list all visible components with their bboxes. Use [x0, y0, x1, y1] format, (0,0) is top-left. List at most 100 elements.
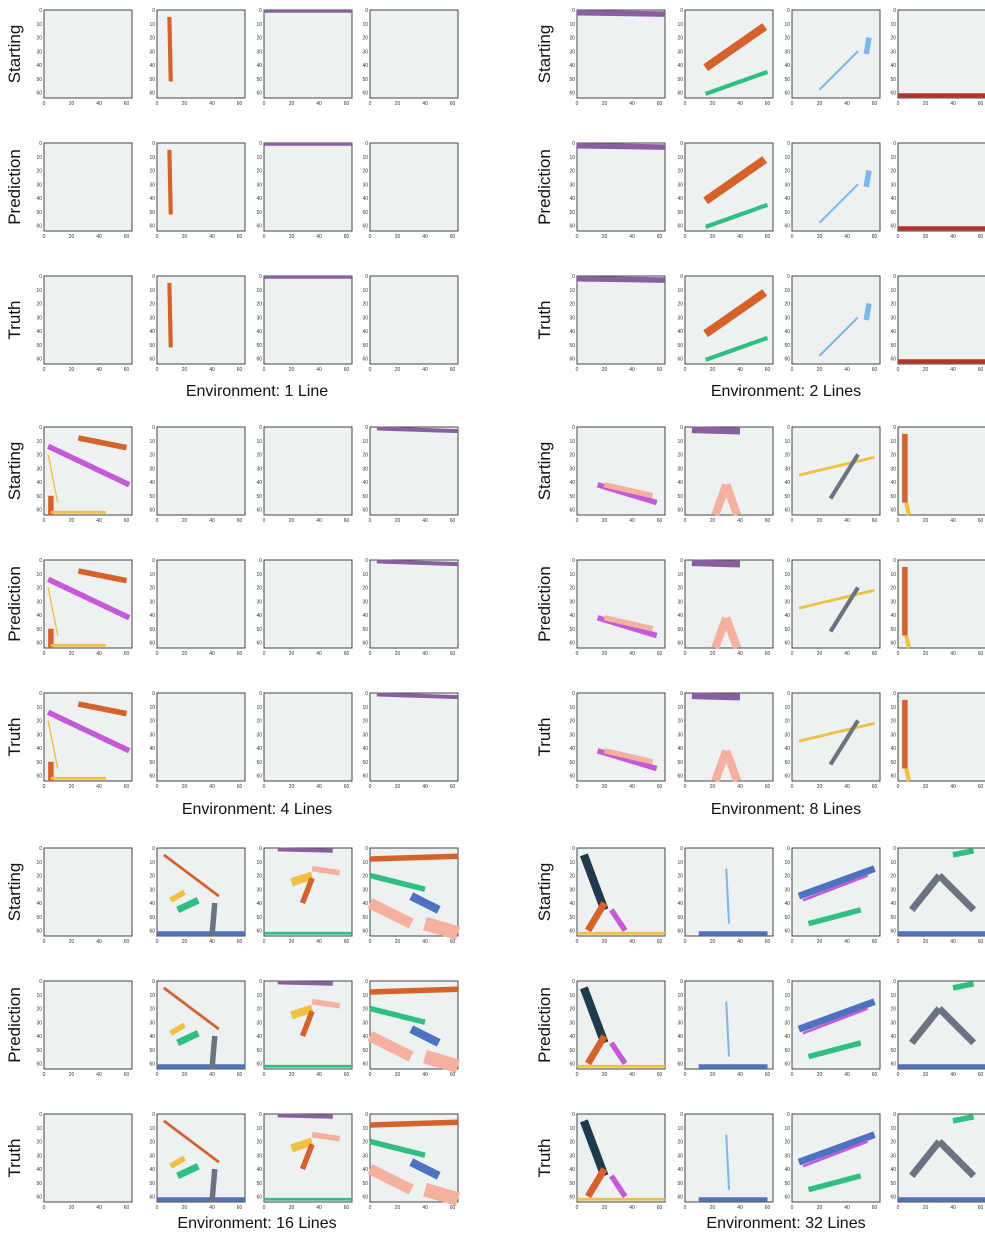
panel-bg	[369, 142, 459, 232]
shape	[603, 482, 654, 499]
panel-content	[898, 848, 985, 936]
y-tick-label: 50	[256, 210, 262, 216]
y-tick-label: 60	[890, 508, 896, 514]
y-tick-label: 40	[677, 480, 683, 486]
panel-bg	[263, 426, 353, 516]
x-tick-label: 0	[156, 1072, 159, 1078]
panel-bg	[369, 426, 459, 516]
x-tick-label: 40	[629, 367, 635, 373]
y-tick-label: 20	[890, 586, 896, 592]
x-tick-label: 60	[978, 784, 984, 790]
y-tick-label: 0	[39, 8, 42, 14]
y-tick-label: 10	[569, 572, 575, 578]
panel-content	[264, 1113, 352, 1201]
x-tick-label: 40	[737, 784, 743, 790]
y-tick-label: 30	[256, 599, 262, 605]
y-tick-label: 30	[36, 1153, 42, 1159]
y-tick-label: 50	[256, 494, 262, 500]
y-tick-label: 0	[365, 846, 368, 852]
y-tick-label: 30	[362, 599, 368, 605]
panel-content	[367, 1119, 460, 1206]
panel-bg	[156, 559, 246, 649]
panel-bg	[156, 692, 246, 782]
x-tick-label: 60	[978, 101, 984, 107]
x-tick-label: 40	[422, 101, 428, 107]
x-tick-label: 60	[237, 1205, 243, 1211]
y-tick-label: 0	[152, 274, 155, 280]
x-tick-label: 20	[395, 1072, 401, 1078]
y-tick-label: 60	[890, 1195, 896, 1201]
shape	[691, 559, 741, 568]
row-label: Prediction	[5, 149, 24, 225]
y-tick-label: 30	[362, 1153, 368, 1159]
y-tick-label: 60	[256, 641, 262, 647]
y-tick-label: 50	[149, 77, 155, 83]
y-tick-label: 40	[256, 196, 262, 202]
y-tick-label: 30	[36, 732, 42, 738]
panel-bg	[43, 9, 133, 99]
x-tick-label: 20	[602, 651, 608, 657]
y-tick-label: 30	[36, 182, 42, 188]
y-tick-label: 10	[256, 860, 262, 866]
y-tick-label: 60	[677, 91, 683, 97]
x-tick-label: 20	[602, 234, 608, 240]
y-tick-label: 0	[365, 691, 368, 697]
x-tick-label: 40	[316, 101, 322, 107]
y-tick-label: 20	[677, 1007, 683, 1013]
shape	[818, 50, 859, 91]
shape	[797, 998, 876, 1033]
y-tick-label: 30	[149, 49, 155, 55]
shape	[909, 1006, 942, 1046]
y-tick-label: 10	[890, 860, 896, 866]
x-tick-label: 40	[629, 1072, 635, 1078]
y-tick-label: 30	[569, 599, 575, 605]
environment-caption: Environment: 32 Lines	[706, 1215, 865, 1232]
y-tick-label: 30	[36, 466, 42, 472]
y-tick-label: 40	[890, 1167, 896, 1173]
x-tick-label: 40	[737, 651, 743, 657]
y-tick-label: 10	[362, 288, 368, 294]
x-tick-label: 0	[684, 1072, 687, 1078]
y-tick-label: 0	[787, 1112, 790, 1118]
y-tick-label: 30	[362, 887, 368, 893]
x-tick-label: 20	[602, 1072, 608, 1078]
panel-bg	[43, 142, 133, 232]
row-label: Prediction	[535, 987, 554, 1063]
panel-content	[703, 289, 769, 362]
y-tick-label: 0	[787, 274, 790, 280]
y-tick-label: 10	[362, 572, 368, 578]
y-tick-label: 0	[365, 979, 368, 985]
y-tick-label: 30	[362, 1020, 368, 1026]
x-tick-label: 0	[576, 1205, 579, 1211]
x-tick-label: 0	[576, 1072, 579, 1078]
y-tick-label: 0	[787, 558, 790, 564]
y-tick-label: 60	[36, 929, 42, 935]
y-tick-label: 60	[256, 357, 262, 363]
x-tick-label: 40	[844, 367, 850, 373]
x-tick-label: 20	[182, 101, 188, 107]
x-tick-label: 40	[209, 234, 215, 240]
y-tick-label: 0	[893, 274, 896, 280]
y-tick-label: 40	[569, 480, 575, 486]
y-tick-label: 0	[39, 558, 42, 564]
panel-bg	[576, 142, 666, 232]
y-tick-label: 50	[256, 627, 262, 633]
y-tick-label: 30	[784, 732, 790, 738]
x-tick-label: 40	[950, 1205, 956, 1211]
panel-bg	[576, 9, 666, 99]
y-tick-label: 30	[677, 1020, 683, 1026]
y-tick-label: 20	[890, 36, 896, 42]
y-tick-label: 10	[677, 572, 683, 578]
panel-bg	[369, 559, 459, 649]
x-tick-label: 0	[791, 939, 794, 945]
x-tick-label: 0	[156, 234, 159, 240]
